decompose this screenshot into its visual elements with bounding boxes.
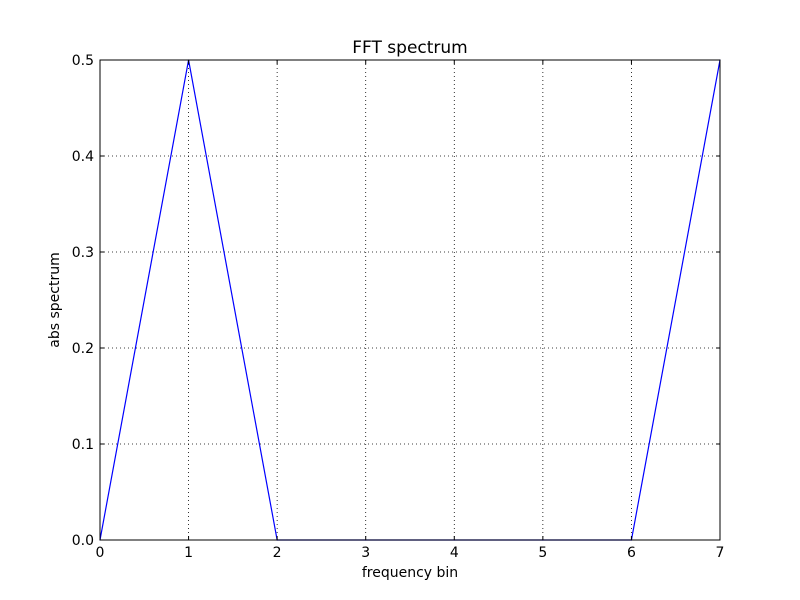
y-axis-label: abs spectrum (47, 252, 63, 347)
x-tick-label: 2 (273, 545, 282, 561)
y-tick-label: 0.3 (72, 245, 94, 261)
y-tick-label: 0.0 (72, 533, 94, 549)
y-tick-label: 0.2 (72, 341, 94, 357)
x-tick-label: 5 (538, 545, 547, 561)
ticks (99, 59, 721, 541)
y-tick-label: 0.1 (72, 437, 94, 453)
x-tick-label: 0 (96, 545, 105, 561)
x-tick-label: 1 (184, 545, 193, 561)
x-axis-label: frequency bin (362, 565, 458, 581)
x-tick-label: 4 (450, 545, 459, 561)
y-tick-label: 0.5 (72, 53, 94, 69)
plot-frame (99, 59, 721, 541)
x-tick-label: 7 (716, 545, 725, 561)
x-tick-label: 6 (627, 545, 636, 561)
plot-area (100, 60, 720, 540)
chart-title: FFT spectrum (352, 38, 468, 58)
x-tick-label: 3 (361, 545, 370, 561)
y-tick-label: 0.4 (72, 149, 94, 165)
tick-labels: 0 1 2 3 4 5 6 7 0.0 0.1 0.2 0.3 0.4 0.5 (72, 53, 725, 561)
